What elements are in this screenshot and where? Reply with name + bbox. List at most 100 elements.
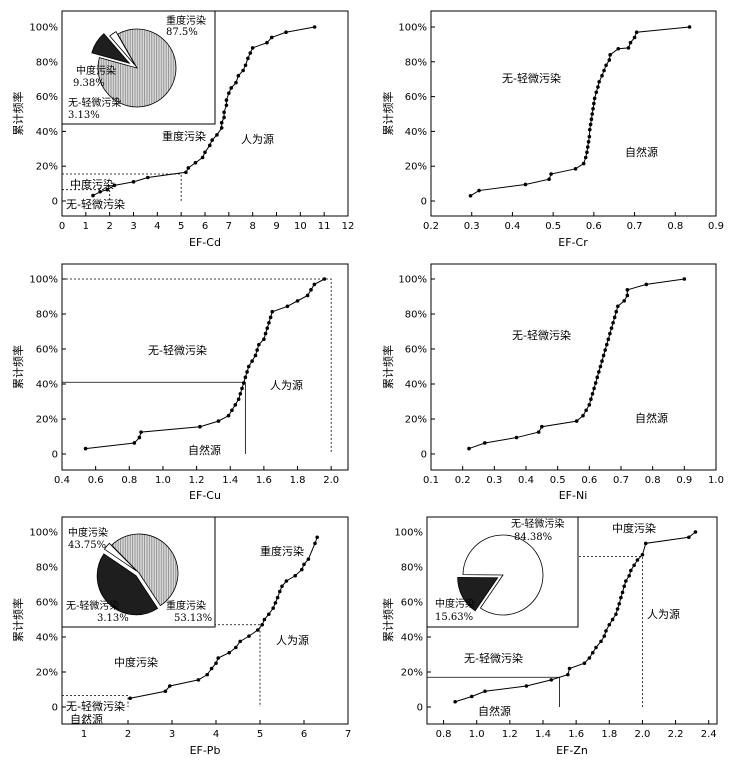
data-point — [536, 430, 541, 434]
data-point — [581, 413, 585, 418]
y-tick-label: 0 — [52, 450, 58, 461]
plot-frame — [430, 263, 717, 471]
x-tick-label: 0.8 — [667, 221, 683, 232]
data-point — [273, 601, 278, 605]
x-tick-label: 0.2 — [455, 475, 471, 486]
x-tick-label: 1.0 — [155, 475, 171, 486]
data-point — [137, 435, 142, 440]
x-tick-label: 0.8 — [436, 729, 452, 740]
pie-slice — [97, 28, 177, 108]
data-point — [693, 530, 698, 534]
pie-label-moderate: 中度污染 — [68, 526, 108, 539]
annotation-anthropogenic: 人为源 — [276, 633, 309, 647]
data-point — [230, 408, 234, 413]
x-tick-label: 2 — [106, 221, 112, 232]
data-point — [622, 299, 626, 303]
data-point — [608, 53, 612, 57]
data-point — [483, 689, 487, 694]
data-point — [312, 282, 317, 287]
data-point — [245, 370, 249, 374]
data-point — [687, 535, 691, 540]
data-point — [606, 337, 611, 342]
data-point — [625, 293, 630, 298]
x-tick-label: 0.5 — [550, 475, 566, 486]
data-point — [477, 188, 481, 193]
data-point — [614, 309, 619, 314]
data-point — [687, 25, 692, 29]
y-tick-label: 60% — [36, 345, 58, 356]
data-point — [607, 58, 612, 62]
x-tick-label: 1.0 — [708, 475, 724, 486]
data-point — [598, 364, 603, 369]
data-points — [453, 530, 698, 704]
data-point — [594, 645, 598, 650]
y-tick-label: 0 — [421, 450, 427, 461]
plot-frame — [430, 10, 717, 217]
panel-pb: 1 2 3 4 5 6 7 0 20% 40% 60% 80% 100% EF-Pb 累计频率 重度污… — [11, 516, 351, 757]
pie-label-heavy: 重度污染 — [166, 14, 206, 27]
y-axis-ticks: 0 20% 40% 60% 80% 100% — [398, 23, 435, 208]
y-axis-label: 累计频率 — [11, 92, 25, 136]
data-point — [280, 584, 284, 589]
data-point — [600, 359, 604, 363]
guide-line — [62, 624, 261, 707]
x-tick-label: 6 — [202, 221, 208, 232]
data-point — [222, 110, 226, 115]
data-point — [207, 143, 212, 148]
data-point — [601, 353, 606, 358]
data-point — [210, 138, 214, 142]
data-point — [267, 320, 271, 325]
pie-slice — [96, 553, 159, 616]
data-point — [236, 73, 241, 78]
data-point — [315, 535, 320, 540]
x-tick-label: 1.0 — [469, 729, 485, 740]
annotation-slight-pollution: 无-轻微污染 — [148, 343, 207, 357]
pie-label-heavy: 重度污染 — [166, 599, 206, 612]
data-point — [453, 699, 457, 704]
data-point — [255, 628, 260, 632]
data-point — [604, 629, 608, 633]
data-point — [644, 282, 649, 287]
data-point — [514, 435, 519, 440]
data-point — [590, 392, 595, 396]
x-tick-label: 0.5 — [545, 221, 561, 232]
x-tick-label: 9 — [273, 221, 279, 232]
data-point — [549, 172, 553, 176]
data-point — [309, 288, 313, 292]
data-point — [98, 189, 102, 194]
y-tick-label: 80% — [401, 563, 423, 574]
data-point — [617, 601, 622, 606]
data-point — [603, 348, 607, 352]
data-point — [619, 595, 623, 600]
data-point — [468, 193, 473, 198]
x-axis-ticks: 0.1 0.2 0.3 0.4 0.5 0.6 0.7 0.8 0.9 1.0 — [423, 466, 724, 486]
data-point — [243, 375, 248, 380]
y-tick-label: 100% — [29, 275, 58, 286]
x-tick-label: 0.9 — [708, 221, 724, 232]
data-point — [599, 639, 603, 644]
pie-slice — [109, 31, 136, 66]
x-tick-label: 8 — [249, 221, 255, 232]
panel-cu: 0.4 0.6 0.8 1.0 1.2 1.4 1.6 1.8 2.0 0 20% 40% 60% 80… — [11, 263, 349, 502]
data-point — [186, 166, 191, 170]
data-point — [594, 90, 599, 95]
x-axis-ticks: 0 1 2 3 4 5 6 7 8 9 10 11 12 — [59, 212, 354, 232]
y-axis-label: 累计频率 — [381, 598, 395, 642]
data-point — [467, 446, 471, 451]
pie-label-moderate: 中度污染 — [76, 64, 116, 77]
data-point — [585, 150, 589, 155]
data-point — [146, 175, 150, 180]
data-point — [547, 177, 551, 182]
y-tick-label: 100% — [29, 23, 58, 34]
guide-lines — [62, 173, 182, 201]
y-tick-label: 20% — [36, 162, 58, 173]
data-point — [616, 304, 620, 309]
data-point — [250, 46, 255, 50]
y-tick-label: 80% — [36, 563, 58, 574]
data-point — [246, 56, 250, 61]
data-point — [270, 309, 275, 314]
data-point — [163, 689, 168, 694]
data-point — [587, 656, 592, 660]
x-tick-label: 0.9 — [676, 475, 692, 486]
data-point — [627, 573, 631, 578]
